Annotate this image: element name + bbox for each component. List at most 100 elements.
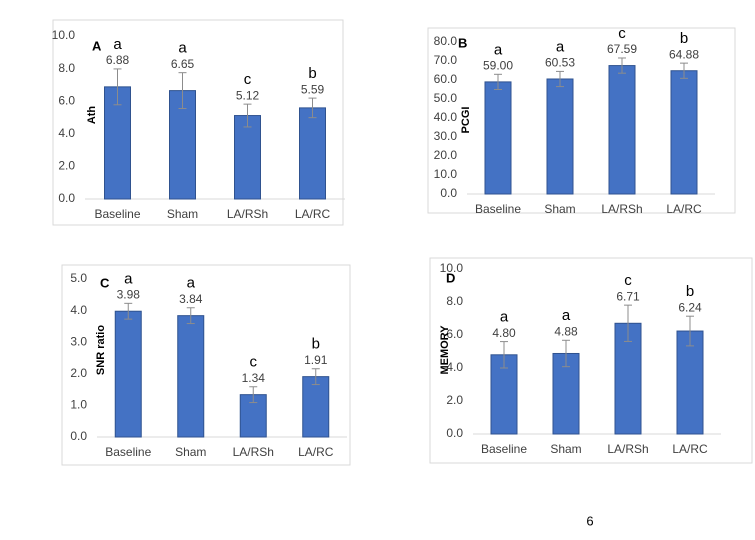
significance-letter: b	[312, 336, 320, 353]
y-tick-label: 0.0	[70, 429, 87, 443]
y-tick-label: 0.0	[58, 191, 75, 205]
y-tick-label: 3.0	[70, 334, 87, 348]
value-label: 6.24	[678, 300, 702, 314]
x-tick-label: LA/RSh	[607, 442, 648, 456]
x-tick-label: Sham	[175, 445, 206, 459]
significance-letter: a	[556, 38, 565, 55]
significance-letter: c	[618, 25, 626, 42]
chart-frame	[61, 264, 351, 466]
value-label: 64.88	[669, 47, 699, 61]
y-tick-label: 0.0	[440, 186, 457, 200]
y-tick-label: 6.0	[446, 327, 463, 341]
bar	[676, 330, 704, 435]
y-tick-label: 20.0	[434, 148, 458, 162]
bar	[670, 70, 698, 195]
x-tick-label: LA/RC	[298, 445, 334, 459]
x-tick-label: Baseline	[105, 445, 151, 459]
y-tick-label: 80.0	[434, 34, 458, 48]
x-tick-label: Sham	[167, 207, 198, 221]
significance-letter: a	[113, 36, 122, 53]
x-tick-label: LA/RSh	[227, 207, 268, 221]
x-tick-label: LA/RC	[295, 207, 331, 221]
y-axis-label: MEMORY	[439, 325, 451, 375]
x-tick-label: LA/RC	[672, 442, 708, 456]
y-tick-label: 70.0	[434, 53, 458, 67]
value-label: 5.59	[301, 82, 325, 96]
y-tick-label: 5.0	[70, 271, 87, 285]
significance-letter: a	[178, 40, 187, 57]
y-tick-label: 4.0	[70, 303, 87, 317]
y-tick-label: 10.0	[440, 261, 464, 275]
y-tick-label: 2.0	[58, 159, 75, 173]
value-label: 3.98	[117, 288, 141, 302]
x-tick-label: Baseline	[475, 202, 521, 216]
panel-label: B	[458, 35, 467, 50]
x-tick-label: Sham	[550, 442, 581, 456]
value-label: 6.65	[171, 57, 195, 71]
value-label: 1.34	[242, 371, 266, 385]
y-axis-label: Ath	[86, 106, 98, 125]
y-tick-label: 4.0	[446, 360, 463, 374]
value-label: 6.71	[616, 289, 640, 303]
panel-label: A	[92, 38, 102, 53]
page-number: 6	[586, 513, 593, 528]
panel-label: D	[446, 270, 455, 285]
value-label: 1.91	[304, 353, 328, 367]
y-tick-label: 6.0	[58, 93, 75, 107]
x-tick-label: LA/RSh	[233, 445, 274, 459]
x-tick-label: Baseline	[94, 207, 140, 221]
y-axis-label: SNR ratio	[95, 325, 107, 375]
x-tick-label: LA/RC	[666, 202, 702, 216]
significance-letter: a	[562, 307, 571, 324]
significance-letter: b	[686, 283, 694, 300]
significance-letter: a	[494, 41, 503, 58]
value-label: 59.00	[483, 58, 513, 72]
significance-letter: b	[308, 65, 316, 82]
chart-frame	[52, 19, 344, 226]
chart-frame	[429, 257, 753, 464]
bar	[552, 352, 580, 435]
y-tick-label: 30.0	[434, 129, 458, 143]
y-tick-label: 10.0	[52, 28, 76, 42]
value-label: 6.88	[106, 53, 130, 67]
y-tick-label: 40.0	[434, 110, 458, 124]
value-label: 5.12	[236, 88, 260, 102]
y-tick-label: 8.0	[58, 61, 75, 75]
bar	[299, 107, 326, 200]
bar	[302, 376, 330, 438]
bar	[484, 81, 512, 195]
value-label: 3.84	[179, 292, 203, 306]
y-tick-label: 10.0	[434, 167, 458, 181]
value-label: 67.59	[607, 42, 637, 56]
bar	[546, 78, 574, 195]
panel-label: C	[100, 275, 110, 290]
significance-letter: a	[187, 275, 196, 292]
value-label: 4.88	[554, 324, 578, 338]
bar	[104, 86, 131, 200]
value-label: 60.53	[545, 56, 575, 70]
x-tick-label: Sham	[544, 202, 575, 216]
significance-letter: c	[624, 272, 632, 289]
bar	[608, 65, 636, 195]
x-tick-label: Baseline	[481, 442, 527, 456]
significance-letter: a	[124, 270, 133, 287]
y-tick-label: 8.0	[446, 294, 463, 308]
y-tick-label: 50.0	[434, 91, 458, 105]
bar	[177, 315, 205, 438]
bar	[114, 310, 142, 438]
y-tick-label: 2.0	[446, 393, 463, 407]
x-tick-label: LA/RSh	[601, 202, 642, 216]
y-axis-label: PCGI	[460, 107, 472, 134]
significance-letter: c	[250, 354, 258, 371]
y-tick-label: 2.0	[70, 366, 87, 380]
chart-frame	[427, 27, 736, 214]
y-tick-label: 60.0	[434, 72, 458, 86]
value-label: 4.80	[492, 326, 516, 340]
y-tick-label: 1.0	[70, 398, 87, 412]
y-tick-label: 0.0	[446, 426, 463, 440]
y-tick-label: 4.0	[58, 126, 75, 140]
significance-letter: a	[500, 309, 509, 326]
significance-letter: c	[244, 71, 252, 88]
bar	[234, 115, 261, 200]
